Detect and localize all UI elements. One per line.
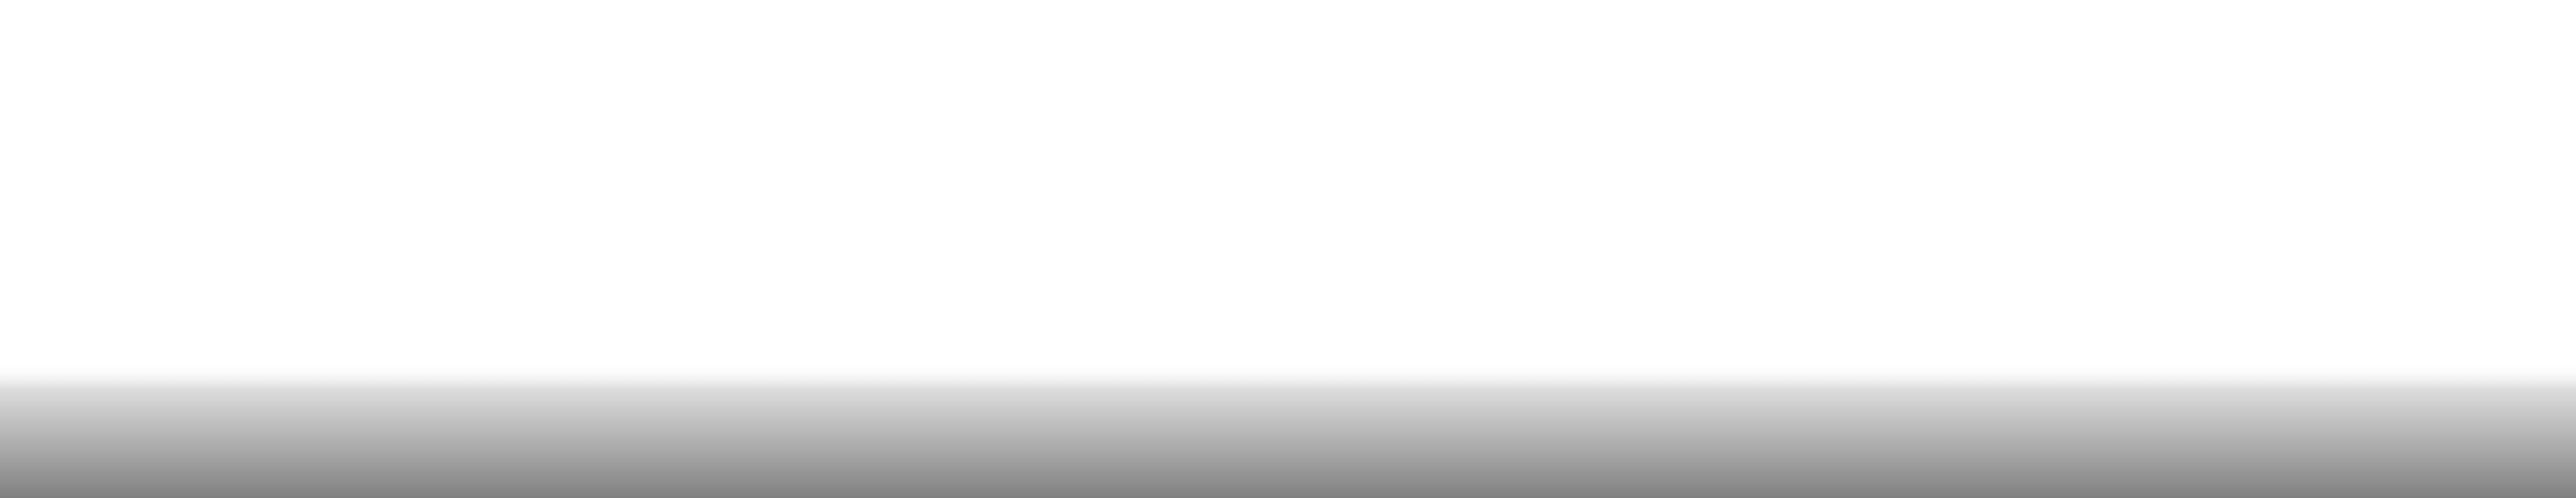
- rock-silhouette-shape: [0, 226, 2576, 498]
